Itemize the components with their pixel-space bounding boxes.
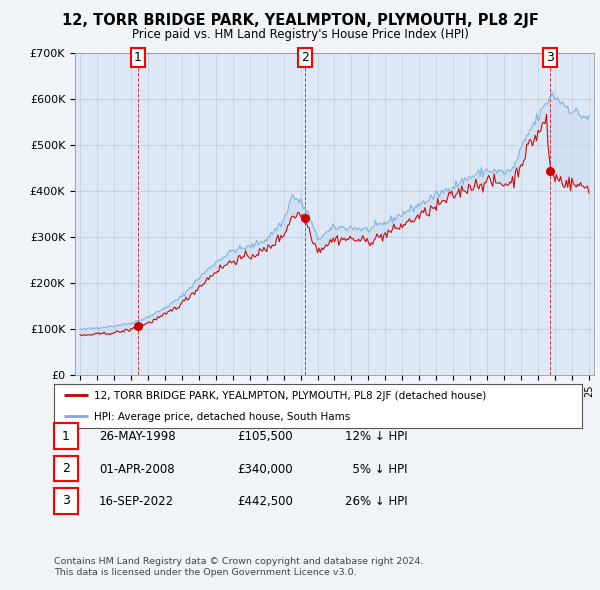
Text: Contains HM Land Registry data © Crown copyright and database right 2024.: Contains HM Land Registry data © Crown c… xyxy=(54,557,424,566)
Text: This data is licensed under the Open Government Licence v3.0.: This data is licensed under the Open Gov… xyxy=(54,568,356,577)
Text: 12, TORR BRIDGE PARK, YEALMPTON, PLYMOUTH, PL8 2JF: 12, TORR BRIDGE PARK, YEALMPTON, PLYMOUT… xyxy=(62,13,538,28)
Text: £105,500: £105,500 xyxy=(237,430,293,443)
Text: 1: 1 xyxy=(62,430,70,442)
Text: £340,000: £340,000 xyxy=(237,463,293,476)
Text: 01-APR-2008: 01-APR-2008 xyxy=(99,463,175,476)
Text: Price paid vs. HM Land Registry's House Price Index (HPI): Price paid vs. HM Land Registry's House … xyxy=(131,28,469,41)
Text: 26% ↓ HPI: 26% ↓ HPI xyxy=(345,495,407,508)
Text: 3: 3 xyxy=(546,51,554,64)
Text: 3: 3 xyxy=(62,494,70,507)
Text: 16-SEP-2022: 16-SEP-2022 xyxy=(99,495,174,508)
Text: 2: 2 xyxy=(301,51,309,64)
Text: 1: 1 xyxy=(134,51,142,64)
Text: £442,500: £442,500 xyxy=(237,495,293,508)
Text: 12% ↓ HPI: 12% ↓ HPI xyxy=(345,430,407,443)
Text: 5% ↓ HPI: 5% ↓ HPI xyxy=(345,463,407,476)
Text: 12, TORR BRIDGE PARK, YEALMPTON, PLYMOUTH, PL8 2JF (detached house): 12, TORR BRIDGE PARK, YEALMPTON, PLYMOUT… xyxy=(94,391,486,401)
Text: 26-MAY-1998: 26-MAY-1998 xyxy=(99,430,176,443)
Text: 2: 2 xyxy=(62,462,70,475)
Text: HPI: Average price, detached house, South Hams: HPI: Average price, detached house, Sout… xyxy=(94,412,350,422)
